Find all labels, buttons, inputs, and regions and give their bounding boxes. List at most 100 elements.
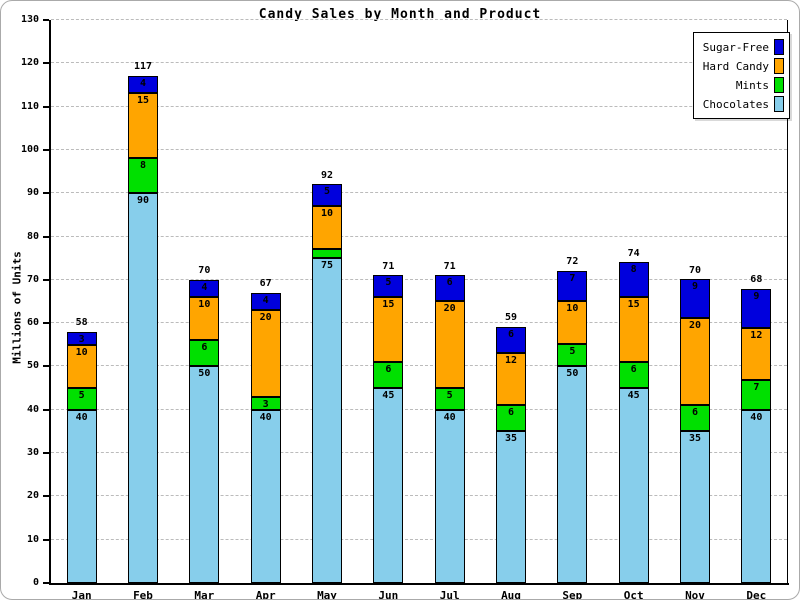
segment-value-label: 40 — [259, 412, 272, 423]
bar-segment-hard-candy: 12 — [496, 353, 526, 405]
x-axis-tick-label: Sep — [562, 589, 583, 600]
segment-value-label: 8 — [630, 264, 637, 275]
x-axis-tick-label: Mar — [194, 589, 215, 600]
gridline — [51, 452, 787, 454]
segment-value-label: 5 — [446, 390, 453, 401]
bar-nov: 9 20 6 35 — [680, 279, 710, 583]
bar-segment-chocolates: 75 — [312, 258, 342, 583]
bar-total-label: 71 — [382, 260, 395, 272]
segment-value-label: 45 — [627, 390, 640, 401]
bar-segment-mints: 3 — [250, 397, 281, 410]
gridline — [51, 365, 787, 367]
y-axis-tick-label: 70 — [26, 273, 39, 285]
segment-value-label: 75 — [320, 260, 334, 271]
segment-value-label: 3 — [78, 334, 85, 345]
bar-oct: 8 15 6 45 — [618, 262, 649, 583]
x-axis-tick-label: Jun — [378, 589, 399, 600]
y-axis-tick — [43, 538, 49, 541]
segment-value-label: 10 — [75, 347, 88, 358]
bar-segment-mints: 5 — [557, 344, 588, 366]
gridline — [51, 62, 787, 64]
x-axis-tick-label: Nov — [685, 589, 705, 600]
legend-color-swatch — [774, 77, 784, 93]
bar-segment-hard-candy: 15 — [128, 93, 158, 158]
bar-segment-sugar-free: 4 — [128, 76, 158, 93]
bar-segment-sugar-free: 9 — [741, 289, 772, 328]
y-axis-tick — [43, 278, 49, 281]
segment-value-label: 9 — [691, 281, 699, 292]
bar-mar: 4 10 6 50 — [189, 280, 220, 583]
y-axis-tick — [43, 62, 49, 65]
bar-segment-hard-candy: 10 — [189, 297, 220, 340]
bar-total-label: 70 — [688, 264, 702, 276]
segment-value-label: 3 — [262, 399, 269, 410]
x-axis-tick-label: Apr — [255, 589, 276, 600]
bar-segment-sugar-free: 6 — [434, 275, 465, 301]
segment-value-label: 40 — [443, 412, 456, 423]
y-axis-tick-label: 50 — [26, 360, 39, 372]
segment-value-label: 20 — [443, 303, 456, 314]
bar-total-label: 70 — [198, 264, 211, 276]
bar-aug: 6 12 6 35 — [496, 327, 526, 583]
bar-segment-chocolates: 40 — [250, 410, 281, 583]
y-axis-tick-label: 60 — [26, 317, 39, 329]
gridline — [51, 408, 787, 410]
bar-segment-mints: 5 — [434, 388, 465, 410]
bar-total-label: 92 — [320, 169, 334, 181]
x-axis-line — [49, 583, 789, 585]
segment-value-label: 6 — [507, 329, 515, 340]
y-axis-line — [49, 20, 51, 585]
y-axis-tick-label: 30 — [26, 447, 39, 459]
segment-value-label: 10 — [198, 299, 211, 310]
bar-segment-mints: 7 — [741, 380, 772, 410]
bar-dec: 9 12 7 40 — [741, 289, 772, 583]
segment-value-label: 15 — [627, 299, 640, 310]
segment-value-label: 6 — [507, 407, 515, 418]
chart-title: Candy Sales by Month and Product — [258, 7, 542, 22]
gridline — [51, 278, 787, 280]
y-axis-tick — [43, 452, 49, 455]
y-axis-tick-label: 120 — [20, 57, 39, 69]
bar-segment-mints: 8 — [128, 158, 158, 193]
bar-segment-chocolates: 45 — [618, 388, 649, 583]
legend-color-swatch — [774, 39, 784, 55]
bar-total-label: 68 — [750, 273, 763, 285]
bar-jul: 6 20 5 40 — [434, 275, 465, 583]
segment-value-label: 50 — [198, 368, 211, 379]
x-axis-tick-label: Jan — [71, 589, 92, 600]
segment-value-label: 7 — [569, 273, 576, 284]
bar-segment-sugar-free: 5 — [312, 184, 342, 206]
x-axis-tick-label: Jul — [439, 589, 460, 600]
bar-segment-chocolates: 45 — [373, 388, 404, 583]
plot-area: 0 10 20 30 40 50 60 70 80 90 100 110 120 130 3 10 5 40 58 J… — [21, 15, 789, 599]
segment-value-label: 4 — [201, 282, 208, 293]
segment-value-label: 5 — [385, 277, 392, 288]
gridline — [51, 235, 787, 237]
bar-segment-chocolates: 40 — [66, 410, 97, 583]
segment-value-label: 45 — [382, 390, 395, 401]
segment-value-label: 5 — [569, 346, 576, 357]
y-axis-tick-label: 20 — [26, 490, 39, 502]
segment-value-label: 20 — [688, 320, 702, 331]
bar-may: 5 10 75 — [312, 184, 342, 583]
x-axis-tick-label: Feb — [133, 589, 153, 600]
y-axis-tick — [43, 148, 49, 151]
segment-value-label: 35 — [688, 433, 702, 444]
bar-segment-chocolates: 90 — [128, 193, 158, 583]
bar-jan: 3 10 5 40 — [66, 332, 97, 583]
segment-value-label: 6 — [446, 277, 453, 288]
gridline — [51, 19, 787, 20]
segment-value-label: 20 — [259, 312, 272, 323]
bar-segment-hard-candy: 10 — [312, 206, 342, 249]
gridline — [51, 322, 787, 324]
legend-color-swatch — [774, 96, 784, 112]
bar-feb: 4 15 8 90 — [128, 76, 158, 583]
segment-value-label: 90 — [136, 195, 150, 206]
segment-value-label: 15 — [382, 299, 395, 310]
segment-value-label: 50 — [566, 368, 579, 379]
bar-segment-hard-candy: 15 — [373, 297, 404, 362]
bar-segment-hard-candy: 10 — [66, 345, 97, 388]
bar-segment-mints: 5 — [66, 388, 97, 410]
y-axis-tick — [43, 19, 49, 21]
